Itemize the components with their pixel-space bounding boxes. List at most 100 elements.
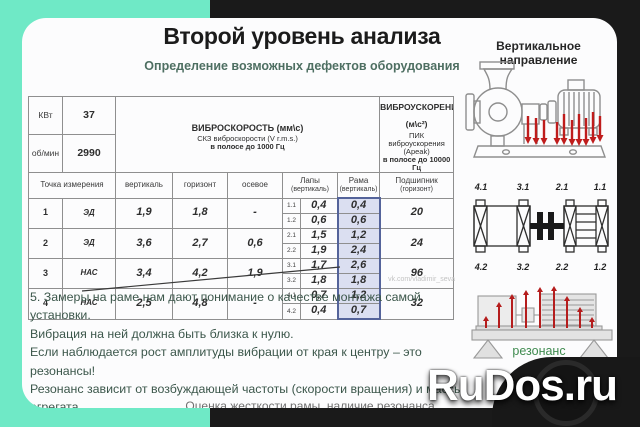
resonance-label: резонанс — [512, 344, 565, 358]
point-label: 3.2 — [517, 262, 530, 272]
sub-point-id: 2.2 — [282, 243, 301, 259]
point-label: 2.2 — [555, 262, 569, 272]
vertical-value: 3,4 — [115, 258, 173, 289]
frame-value-highlighted: 1,8 — [336, 273, 381, 289]
point-number: 3 — [28, 258, 63, 289]
sub-point-id: 2.1 — [282, 228, 301, 244]
horizontal-value: 4,8 — [172, 288, 228, 320]
feet-value: 1,8 — [300, 273, 338, 289]
table-row: 2 ЭД 3,6 2,7 0,6 2.1 1,5 1,2 24 — [28, 228, 455, 259]
sub-point-id: 1.1 — [282, 197, 301, 214]
frame-value-highlighted: 2,6 — [336, 258, 381, 274]
scheme-top-labels: 4.1 3.1 2.1 1.1 — [474, 182, 607, 192]
pump-unit-illustration — [465, 61, 606, 158]
unit-type: ЭД — [62, 228, 116, 259]
vk-watermark: vk.com/vladimir_seva — [388, 276, 455, 283]
power-value: 37 — [62, 96, 116, 135]
col-header-point: Точка измерения — [28, 172, 116, 199]
vibration-table: КВт 37 ВИБРОСКОРОСТЬ (мм\с) СКЗ виброско… — [28, 96, 455, 320]
acceleration-header-line2: ПИК виброускорения (Apeak) — [388, 130, 445, 156]
vertical-direction-arrows — [524, 112, 604, 146]
horizontal-value: 4,2 — [172, 258, 228, 289]
bearing-value: 24 — [379, 228, 455, 259]
feet-value: 0,4 — [300, 197, 338, 214]
coupling-symbol — [530, 212, 564, 240]
col-header-bearing-name: Подшипник — [395, 176, 438, 186]
note-line: Вибрация на ней должна быть близка к нул… — [30, 326, 294, 341]
vertical-value: 2,5 — [115, 288, 173, 320]
measurement-points-scheme: 4.1 3.1 2.1 1.1 — [473, 182, 609, 272]
col-header-frame-name: Рама — [348, 175, 369, 185]
sub-point-id: 3.1 — [282, 258, 301, 274]
frame-value-highlighted: 0,6 — [336, 213, 381, 229]
col-header-vertical: вертикаль — [115, 172, 173, 199]
col-header-bearing-sub: (горизонт) — [400, 185, 433, 193]
frame-value-highlighted: 2,4 — [336, 243, 381, 259]
axial-value: 0,6 — [227, 228, 283, 259]
slide-title: Второй уровень анализа — [163, 23, 441, 49]
resonance-arrows — [483, 286, 595, 328]
col-header-frame: Рама (вертикаль) — [336, 172, 381, 199]
col-header-horizontal: горизонт — [172, 172, 228, 199]
table-row: 4 НАС 2,5 4,8 - 4.1 0,7 1,2 32 — [28, 288, 455, 320]
acceleration-header-line3: в полосе до 10000 Гц — [382, 154, 451, 172]
rpm-value: 2990 — [62, 134, 116, 173]
feet-value: 0,6 — [300, 213, 338, 229]
vertical-value: 3,6 — [115, 228, 173, 259]
bearing-value: 32 — [379, 288, 455, 320]
bearing-value: 20 — [379, 197, 455, 229]
frame-value-highlighted: 1,2 — [336, 228, 381, 244]
resonance-diagram: резонанс — [471, 286, 613, 359]
notes-block: 5. Замеры на раме нам дают понимание о к… — [30, 288, 474, 408]
footer-cut-text: Оценка жесткости рамы, наличие резонанса — [185, 399, 435, 408]
unit-type: НАС — [62, 258, 116, 289]
velocity-header: ВИБРОСКОРОСТЬ (мм\с) СКЗ виброскорости (… — [114, 96, 381, 173]
velocity-header-line3: в полосе до 1000 Гц — [210, 142, 285, 152]
slide-subtitle: Определение возможных дефектов оборудова… — [144, 59, 460, 73]
feet-value: 1,7 — [300, 258, 338, 274]
point-label: 4.1 — [474, 182, 488, 192]
velocity-header-line1: ВИБРОСКОРОСТЬ (мм\с) — [191, 122, 304, 133]
unit-type: ЭД — [62, 197, 116, 229]
note-line: Если наблюдается рост амплитуды вибрации… — [30, 345, 422, 378]
axial-value: - — [227, 197, 283, 229]
table-row: 3 НАС 3,4 4,2 1,9 3.1 1,7 2,6 96 — [28, 258, 455, 289]
point-label: 2.1 — [555, 182, 569, 192]
velocity-header-line2: СКЗ виброскорости (V r.m.s.) — [197, 134, 298, 144]
note-line: Резонанс зависит от возбуждающей частоты… — [30, 382, 463, 408]
feet-value: 1,9 — [300, 243, 338, 259]
point-number: 2 — [28, 228, 63, 259]
feet-value: 1,5 — [300, 228, 338, 244]
acceleration-header-line1: ВИБРОУСКОРЕНИЕ (м\с²) — [380, 102, 453, 130]
table-row: 1 ЭД 1,9 1,8 - 1.1 0,4 0,4 20 — [28, 197, 455, 229]
col-header-bearing: Подшипник (горизонт) — [379, 172, 455, 199]
frame-value-highlighted: 0,7 — [336, 303, 381, 320]
slide-card: Второй уровень анализа Определение возмо… — [22, 18, 617, 408]
table-row: 4.2 0,4 0,7 — [29, 303, 454, 320]
horizontal-value: 2,7 — [172, 228, 228, 259]
point-number: 4 — [28, 288, 63, 320]
col-header-axial: осевое — [227, 172, 283, 199]
point-label: 1.2 — [594, 262, 607, 272]
point-label: 1.1 — [594, 182, 607, 192]
col-header-feet-sub: (вертикаль) — [291, 185, 329, 193]
axial-value: 1,9 — [227, 258, 283, 289]
sub-point-id: 3.2 — [282, 273, 301, 289]
vertical-value: 1,9 — [115, 197, 173, 229]
power-label: КВт — [28, 96, 63, 135]
point-label: 3.1 — [517, 182, 530, 192]
scheme-bottom-labels: 4.2 3.2 2.2 1.2 — [474, 262, 607, 272]
acceleration-header: ВИБРОУСКОРЕНИЕ (м\с²) ПИК виброускорения… — [379, 96, 455, 173]
sub-point-id: 1.2 — [282, 213, 301, 229]
point-number: 1 — [28, 197, 63, 229]
col-header-frame-sub: (вертикаль) — [339, 185, 378, 193]
note-line: 5. Замеры на раме нам дают понимание о к… — [30, 290, 421, 323]
rudos-watermark: RuDos.ru — [427, 361, 618, 410]
resonance-drawing — [471, 293, 613, 359]
col-header-feet-name: Лапы — [300, 176, 320, 186]
point-label: 4.2 — [474, 262, 488, 272]
background-logo-circle — [533, 360, 599, 426]
table-row: 1.2 0,6 0,6 — [29, 213, 454, 229]
horizontal-value: 1,8 — [172, 197, 228, 229]
